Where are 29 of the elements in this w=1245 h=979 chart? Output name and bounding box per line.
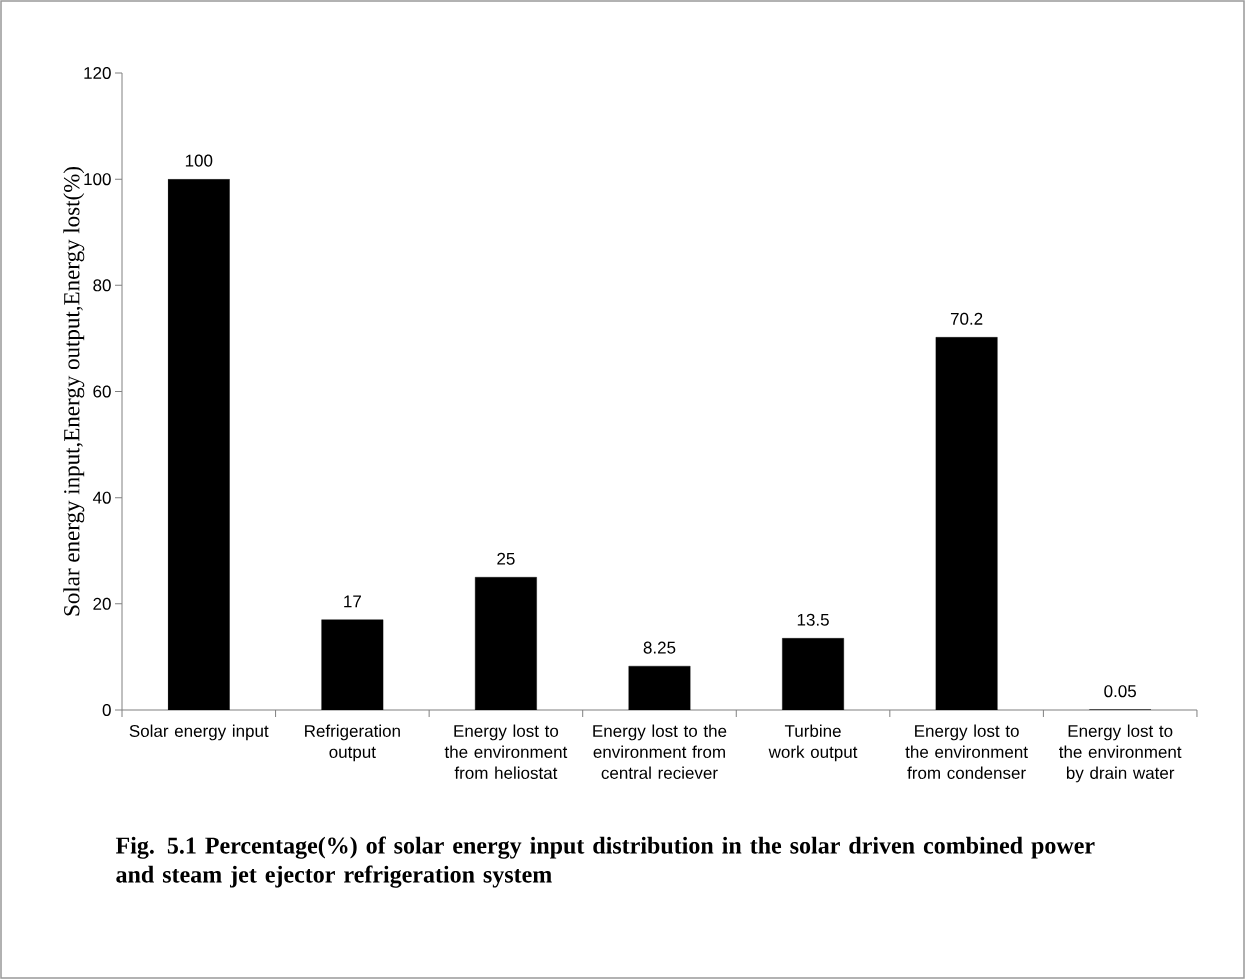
x-tick-label: Solar energy input <box>129 724 269 741</box>
y-tick-label: 0 <box>102 703 111 717</box>
y-axis-title: Solar energy input,Energy output,Energy lost(%) <box>63 166 85 616</box>
y-tick-label: 80 <box>93 279 111 292</box>
data-label: 70.2 <box>950 312 983 325</box>
x-tick-label: Energy lost to the environment from central reciever <box>593 724 727 780</box>
bar <box>167 178 230 710</box>
caption: Fig. 5.1 Percentage(%) of solar energy input distribution in the solar driven combined power and steam jet ejector refrigeration system <box>115 836 1095 888</box>
x-tick-label: Energy lost to the environment from condenser <box>905 724 1028 780</box>
data-label: 17 <box>344 595 361 608</box>
y-tick-label: 120 <box>84 66 111 80</box>
x-tick-label: Refrigeration output <box>305 724 400 762</box>
data-label: 25 <box>497 552 515 565</box>
bar <box>475 577 537 710</box>
data-label: 8.25 <box>643 641 676 654</box>
bar <box>935 337 998 710</box>
bar <box>782 638 844 710</box>
data-label: 13.5 <box>797 613 829 626</box>
x-tick-label: Energy lost to the environment from heliostat <box>444 724 568 780</box>
bar <box>321 619 384 710</box>
y-tick-label: 20 <box>93 597 111 610</box>
data-label: 100 <box>185 154 213 167</box>
y-tick-label: 60 <box>93 385 111 398</box>
x-tick-label: Turbine work output <box>768 724 858 762</box>
bar <box>628 665 691 710</box>
data-label: 0.05 <box>1104 685 1136 698</box>
y-tick-label: 40 <box>92 491 111 504</box>
y-tick-label: 100 <box>84 173 111 186</box>
x-tick-label: Energy lost to the environment by drain water <box>1059 724 1182 783</box>
